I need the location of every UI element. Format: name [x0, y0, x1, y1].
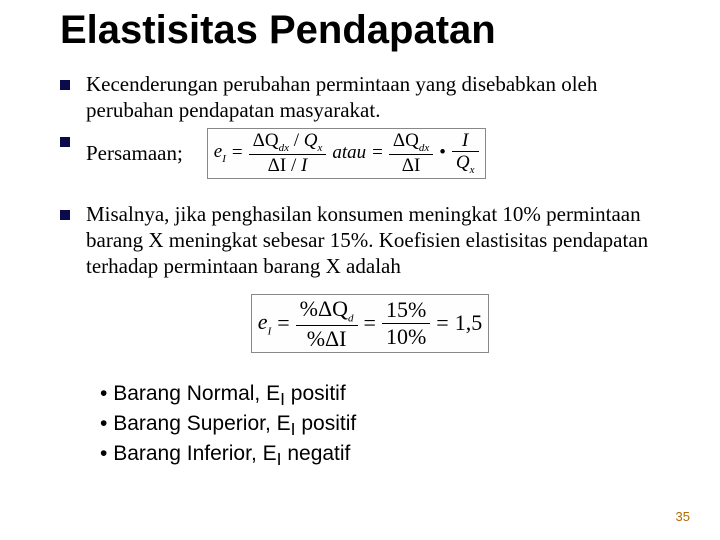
slide-title: Elastisitas Pendapatan	[60, 0, 680, 71]
bullet3-text: Misalnya, jika penghasilan konsumen meni…	[86, 201, 680, 280]
square-bullet-icon	[60, 80, 70, 90]
formula-1: eI = ΔQdx / Qx ΔI / I atau = ΔQdx ΔI • I	[207, 128, 486, 179]
dot-line-1: • Barang Normal, EI positif	[100, 381, 680, 411]
dot-line-2: • Barang Superior, EI positif	[100, 411, 680, 441]
formula-2: eI = %ΔQd %ΔI = 15% 10% = 1,5	[251, 294, 489, 353]
dot-line-3: • Barang Inferior, EI negatif	[100, 441, 680, 471]
bullet2-label: Persamaan;	[86, 140, 183, 166]
bullet-row-3: Misalnya, jika penghasilan konsumen meni…	[60, 201, 680, 280]
square-bullet-icon	[60, 210, 70, 220]
dot-bullets: • Barang Normal, EI positif • Barang Sup…	[100, 381, 680, 471]
page-number: 35	[676, 509, 690, 524]
bullet1-text: Kecenderungan perubahan permintaan yang …	[86, 71, 680, 124]
formula-2-wrap: eI = %ΔQd %ΔI = 15% 10% = 1,5	[60, 294, 680, 353]
slide: Elastisitas Pendapatan Kecenderungan per…	[0, 0, 720, 540]
square-bullet-icon	[60, 137, 70, 147]
bullet-row-1: Kecenderungan perubahan permintaan yang …	[60, 71, 680, 124]
bullet-row-2: Persamaan; eI = ΔQdx / Qx ΔI / I atau = …	[60, 128, 680, 179]
